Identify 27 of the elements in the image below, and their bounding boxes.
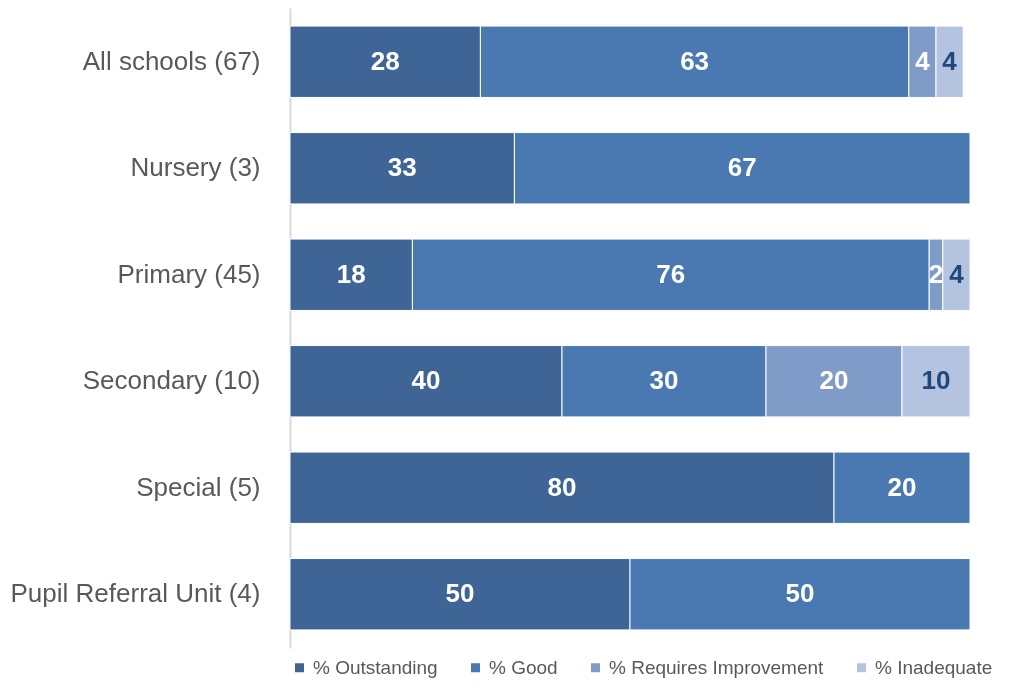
data-label: 28 xyxy=(370,45,400,76)
data-label: 4 xyxy=(915,45,931,76)
data-label: 76 xyxy=(656,258,686,289)
y-tick-label: Pupil Referral Unit (4) xyxy=(10,578,261,609)
data-label: 30 xyxy=(649,365,679,396)
legend-label: % Good xyxy=(489,656,558,678)
y-tick-label: Special (5) xyxy=(136,471,261,502)
legend-label: % Outstanding xyxy=(313,656,438,678)
y-tick-label: Nursery (3) xyxy=(130,152,261,183)
data-label: 10 xyxy=(921,365,951,396)
data-label: 4 xyxy=(942,45,958,76)
y-tick-label: Primary (45) xyxy=(117,258,261,289)
data-label: 50 xyxy=(445,578,475,609)
data-label: 80 xyxy=(547,471,577,502)
legend-label: % Inadequate xyxy=(875,656,993,678)
data-label: 20 xyxy=(887,471,917,502)
data-label: 18 xyxy=(336,258,366,289)
legend-label: % Requires Improvement xyxy=(609,656,825,678)
data-label: 40 xyxy=(411,365,441,396)
data-label: 63 xyxy=(680,45,710,76)
data-label: 4 xyxy=(949,258,965,289)
y-tick-label: Secondary (10) xyxy=(82,365,261,396)
data-label: 33 xyxy=(387,152,417,183)
data-label: 50 xyxy=(785,578,815,609)
data-label: 67 xyxy=(727,152,757,183)
y-tick-label: All schools (67) xyxy=(82,45,261,76)
data-label: 20 xyxy=(819,365,849,396)
